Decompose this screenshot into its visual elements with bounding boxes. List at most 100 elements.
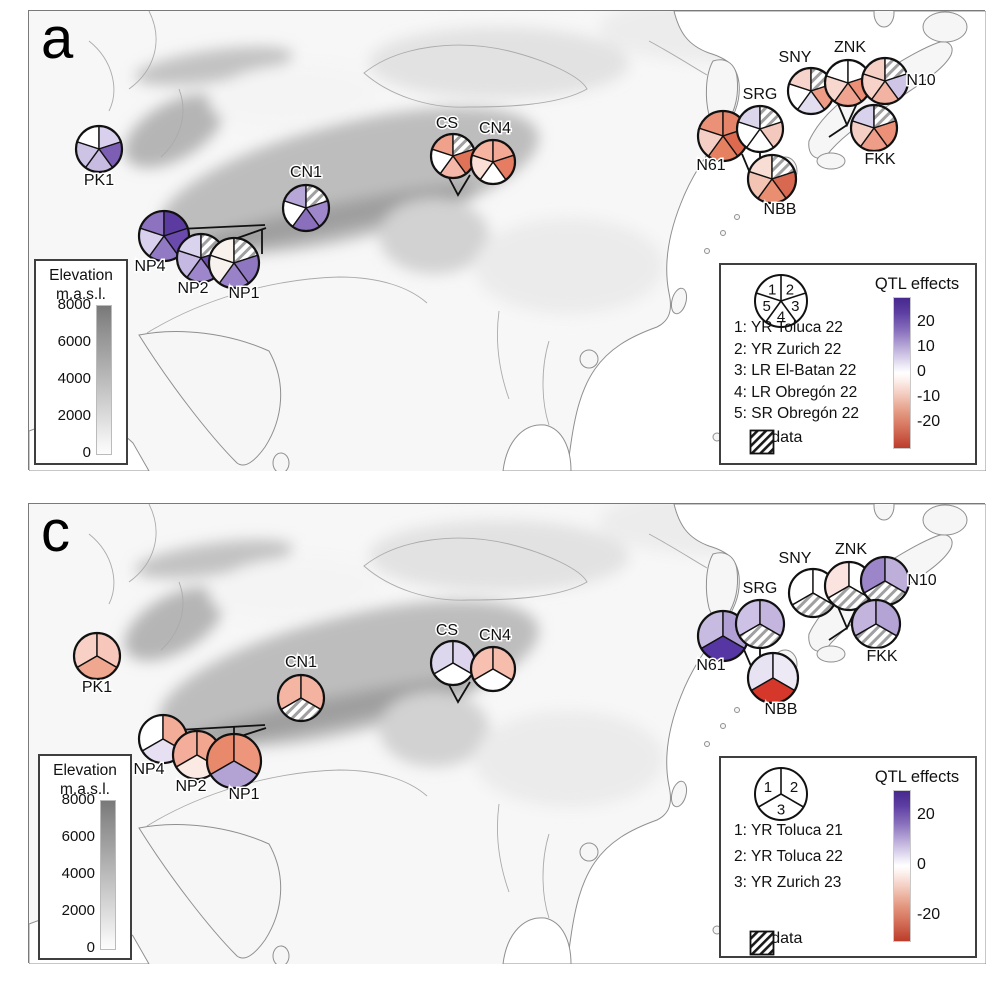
no-data-hatch-swatch <box>749 930 775 956</box>
site-label-SNY: SNY <box>779 49 812 66</box>
qtl-environment-item: 2: YR Toluca 22 <box>734 848 843 865</box>
panel-a: PK1 CN1 NP4 NP2 NP1 CS CN4 N61 SRG NBB SNY ZNK N10 FK… <box>28 7 986 471</box>
qtl-colorbar-tick: 0 <box>917 856 926 873</box>
site-label-NBB: NBB <box>765 701 798 718</box>
pie-CN1 <box>281 183 331 233</box>
key-number-3: 3 <box>791 298 799 315</box>
elevation-gradient-bar <box>96 304 112 455</box>
elevation-tick-label: 8000 <box>61 790 95 808</box>
site-label-NP2: NP2 <box>177 280 208 297</box>
site-label-ZNK: ZNK <box>834 39 866 56</box>
pie-NBB <box>746 651 800 705</box>
qtl-environment-item: 4: LR Obregón 22 <box>734 383 858 401</box>
key-number-3: 3 <box>777 802 785 819</box>
pie-NBB <box>746 153 798 205</box>
site-label-FKK: FKK <box>866 648 897 665</box>
elevation-tick-label: 4000 <box>61 864 95 882</box>
no-data-row: no data <box>749 930 802 956</box>
country-borders <box>88 11 708 426</box>
qtl-environment-item: 5: SR Obregón 22 <box>734 405 859 422</box>
key-number-5: 5 <box>762 298 770 315</box>
pie-CS <box>429 639 477 687</box>
site-label-CS: CS <box>436 115 458 132</box>
pie-SRG <box>735 104 785 154</box>
elevation-tick-label: 8000 <box>57 295 91 313</box>
relief-shading <box>124 504 859 807</box>
no-data-row: no data <box>749 429 802 455</box>
site-label-N61: N61 <box>696 157 725 174</box>
qtl-legend: 1 2 3 4 5 1: YR Toluca 22 2: YR Zurich 22 3: LR… <box>719 263 977 465</box>
elevation-legend-title: Elevation <box>49 267 113 284</box>
key-number-2: 2 <box>790 779 798 796</box>
site-label-NP4: NP4 <box>134 258 165 275</box>
elevation-tick-label: 2000 <box>61 901 95 919</box>
elevation-legend-units: m.a.s.l. <box>56 285 106 303</box>
site-label-CS: CS <box>436 622 458 639</box>
qtl-colorbar <box>893 790 911 942</box>
pie-NP1 <box>207 236 261 290</box>
qtl-colorbar <box>893 297 911 449</box>
key-number-2: 2 <box>786 281 794 298</box>
site-label-CN4: CN4 <box>479 120 511 137</box>
qtl-effects-title: QTL effects <box>874 768 960 786</box>
site-label-PK1: PK1 <box>82 679 112 696</box>
key-number-4: 4 <box>777 309 785 326</box>
qtl-environment-item: 3: YR Zurich 23 <box>734 874 842 891</box>
site-label-NP1: NP1 <box>228 786 259 803</box>
qtl-environment-item: 1: YR Toluca 21 <box>734 822 843 839</box>
pie-CS <box>429 132 477 180</box>
panel-letter-c: c <box>41 499 70 564</box>
legend-pie-key: 1 23 <box>754 767 808 821</box>
elevation-tick-label: 6000 <box>61 827 95 845</box>
site-label-PK1: PK1 <box>84 172 114 189</box>
pie-FKK <box>849 103 899 153</box>
qtl-legend: 1 2 3 1: YR Toluca 21 2: YR Toluca 22 3: YR Z… <box>719 756 977 958</box>
site-label-CN1: CN1 <box>290 164 322 181</box>
qtl-effects-title: QTL effects <box>874 275 960 293</box>
elevation-legend: Elevation m.a.s.l. 8000 6000 4000 2000 0 <box>38 754 132 960</box>
site-label-CN4: CN4 <box>479 627 511 644</box>
qtl-environment-item: 3: LR El-Batan 22 <box>734 362 857 379</box>
elevation-tick-label: 0 <box>86 938 95 956</box>
qtl-colorbar-tick: -10 <box>917 388 941 405</box>
site-label-N10: N10 <box>906 72 935 89</box>
pie-NP1 <box>205 732 263 790</box>
qtl-environment-item: 1: YR Toluca 22 <box>734 319 843 336</box>
pie-PK1 <box>74 124 124 174</box>
pie-PK1 <box>72 631 122 681</box>
pie-FKK <box>850 598 902 650</box>
qtl-colorbar-tick: 0 <box>917 363 926 380</box>
pie-CN4 <box>469 645 517 693</box>
pie-N10 <box>859 555 911 607</box>
qtl-colorbar-tick: 10 <box>917 338 935 355</box>
elevation-tick-label: 4000 <box>57 369 91 387</box>
site-label-FKK: FKK <box>864 151 895 168</box>
pie-N10 <box>860 56 910 106</box>
pie-SRG <box>734 598 786 650</box>
site-label-SRG: SRG <box>743 580 778 597</box>
site-label-NBB: NBB <box>764 201 797 218</box>
elevation-tick-label: 2000 <box>57 406 91 424</box>
panel-c: PK1 CN1 NP4 NP2 NP1 CS CN4 N61 SRG NBB SNY ZNK N10 FK… <box>28 499 986 964</box>
elevation-gradient-bar <box>100 799 116 950</box>
pie-CN4 <box>469 138 517 186</box>
site-label-SNY: SNY <box>779 550 812 567</box>
elevation-colorbar: 8000 6000 4000 2000 0 <box>36 296 126 460</box>
site-label-N10: N10 <box>907 572 936 589</box>
site-label-ZNK: ZNK <box>835 541 867 558</box>
qtl-colorbar-tick: -20 <box>917 413 941 430</box>
elevation-tick-label: 6000 <box>57 332 91 350</box>
qtl-colorbar-tick: 20 <box>917 313 935 330</box>
qtl-colorbar-tick: -20 <box>917 906 941 923</box>
elevation-legend-units: m.a.s.l. <box>60 780 110 798</box>
site-label-NP1: NP1 <box>228 285 259 302</box>
elevation-tick-label: 0 <box>82 443 91 461</box>
site-label-SRG: SRG <box>743 86 778 103</box>
site-label-N61: N61 <box>696 657 725 674</box>
pie-NP2 <box>175 232 227 284</box>
pie-CN1 <box>276 673 326 723</box>
elevation-legend-title: Elevation <box>53 762 117 779</box>
site-label-CN1: CN1 <box>285 654 317 671</box>
